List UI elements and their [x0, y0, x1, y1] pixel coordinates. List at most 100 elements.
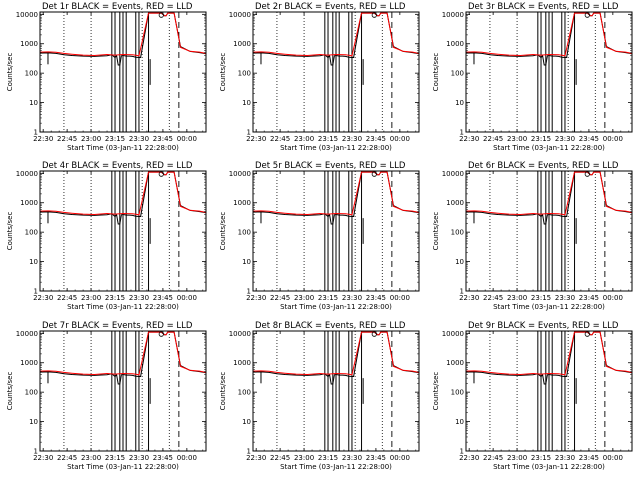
x-tick-label: 23:45 [579, 135, 599, 143]
plot-area [40, 12, 206, 132]
y-tick-label: 10000 [16, 330, 38, 338]
x-tick-label: 23:45 [153, 135, 173, 143]
x-tick-label: 22:45 [483, 454, 503, 462]
saturation-marker [584, 171, 590, 177]
x-tick-label: 22:30 [459, 135, 479, 143]
x-tick-label: 00:00 [603, 135, 623, 143]
x-tick-label: 23:30 [555, 135, 575, 143]
x-tick-label: 23:30 [129, 294, 149, 302]
x-tick-label: 23:45 [153, 294, 173, 302]
y-tick-label: 1000 [233, 40, 251, 48]
plot-area [253, 12, 419, 132]
y-tick-label: 10000 [16, 170, 38, 178]
x-tick-label: 23:30 [129, 135, 149, 143]
y-tick-label: 1 [460, 288, 464, 296]
lld-line [40, 171, 206, 216]
y-tick-label: 1000 [20, 359, 38, 367]
panel-6: Det 6r BLACK = Events, RED = LLD 22:30 22:… [432, 161, 633, 311]
saturation-marker [584, 331, 590, 337]
y-tick-label: 100 [238, 229, 251, 237]
x-tick-label: 00:00 [603, 454, 623, 462]
plot-area [253, 331, 419, 451]
plot-area [466, 171, 632, 291]
x-axis-label: Start Time (03-Jan-11 22:28:00) [493, 303, 605, 311]
x-tick-label: 23:15 [318, 135, 338, 143]
y-tick-label: 1000 [233, 199, 251, 207]
x-tick-label: 23:45 [153, 454, 173, 462]
x-tick-label: 23:15 [531, 135, 551, 143]
plot-area [40, 171, 206, 291]
x-tick-label: 23:45 [366, 294, 386, 302]
x-tick-label: 23:30 [342, 454, 362, 462]
x-tick-label: 23:30 [555, 294, 575, 302]
y-axis-label: Counts/sec [219, 372, 227, 411]
panel-title: Det 3r BLACK = Events, RED = LLD [468, 2, 619, 12]
y-tick-label: 100 [451, 389, 464, 397]
lld-line [253, 331, 419, 376]
panel-title: Det 8r BLACK = Events, RED = LLD [255, 321, 406, 331]
y-axis-label: Counts/sec [6, 53, 14, 92]
panel-title: Det 5r BLACK = Events, RED = LLD [255, 161, 406, 171]
y-tick-label: 10 [29, 258, 38, 266]
y-axis-label: Counts/sec [432, 372, 440, 411]
y-axis-label: Counts/sec [432, 53, 440, 92]
y-tick-label: 10000 [229, 170, 251, 178]
x-tick-label: 23:15 [531, 294, 551, 302]
y-tick-label: 10000 [442, 330, 464, 338]
lld-line [466, 171, 632, 216]
y-tick-label: 1000 [446, 359, 464, 367]
y-axis-label: Counts/sec [219, 212, 227, 251]
x-tick-label: 23:00 [81, 454, 101, 462]
panel-5: Det 5r BLACK = Events, RED = LLD 22:30 22:… [219, 161, 420, 311]
x-tick-label: 23:30 [342, 135, 362, 143]
x-tick-label: 22:30 [33, 454, 53, 462]
saturation-marker [371, 331, 377, 337]
x-tick-label: 23:15 [105, 294, 125, 302]
x-tick-label: 22:30 [459, 454, 479, 462]
plot-area [466, 12, 632, 132]
y-tick-label: 10 [29, 99, 38, 107]
x-tick-label: 00:00 [603, 294, 623, 302]
y-tick-label: 1 [247, 288, 251, 296]
y-tick-label: 100 [238, 70, 251, 78]
plot-area [466, 331, 632, 451]
x-tick-label: 23:30 [555, 454, 575, 462]
x-tick-label: 22:45 [57, 135, 77, 143]
saturation-marker [158, 12, 164, 18]
y-tick-label: 10000 [229, 11, 251, 19]
x-tick-label: 22:45 [483, 294, 503, 302]
y-tick-label: 10 [242, 99, 251, 107]
x-tick-label: 23:45 [579, 294, 599, 302]
x-tick-label: 22:45 [270, 294, 290, 302]
x-tick-label: 23:15 [531, 454, 551, 462]
y-tick-label: 10 [242, 418, 251, 426]
plot-area [253, 171, 419, 291]
lld-line [40, 331, 206, 376]
y-tick-label: 100 [451, 229, 464, 237]
x-tick-label: 22:45 [57, 294, 77, 302]
y-tick-label: 10000 [16, 11, 38, 19]
x-tick-label: 00:00 [390, 454, 410, 462]
x-tick-label: 23:30 [342, 294, 362, 302]
x-axis-label: Start Time (03-Jan-11 22:28:00) [493, 144, 605, 152]
panel-title: Det 1r BLACK = Events, RED = LLD [42, 2, 193, 12]
y-tick-label: 1000 [233, 359, 251, 367]
x-tick-label: 00:00 [177, 135, 197, 143]
x-tick-label: 22:45 [483, 135, 503, 143]
y-axis-label: Counts/sec [6, 372, 14, 411]
saturation-marker [158, 171, 164, 177]
lld-line [253, 171, 419, 216]
x-axis-label: Start Time (03-Jan-11 22:28:00) [280, 144, 392, 152]
y-tick-label: 10000 [442, 11, 464, 19]
saturation-marker [371, 171, 377, 177]
x-tick-label: 22:30 [33, 294, 53, 302]
y-tick-label: 1 [247, 129, 251, 137]
y-tick-label: 100 [238, 389, 251, 397]
y-tick-label: 100 [25, 389, 38, 397]
panel-title: Det 4r BLACK = Events, RED = LLD [42, 161, 193, 171]
y-axis-label: Counts/sec [219, 53, 227, 92]
panel-9: Det 9r BLACK = Events, RED = LLD 22:30 22:… [432, 321, 633, 471]
y-tick-label: 10 [242, 258, 251, 266]
saturation-marker [584, 12, 590, 18]
panel-4: Det 4r BLACK = Events, RED = LLD 22:30 22:… [6, 161, 207, 311]
